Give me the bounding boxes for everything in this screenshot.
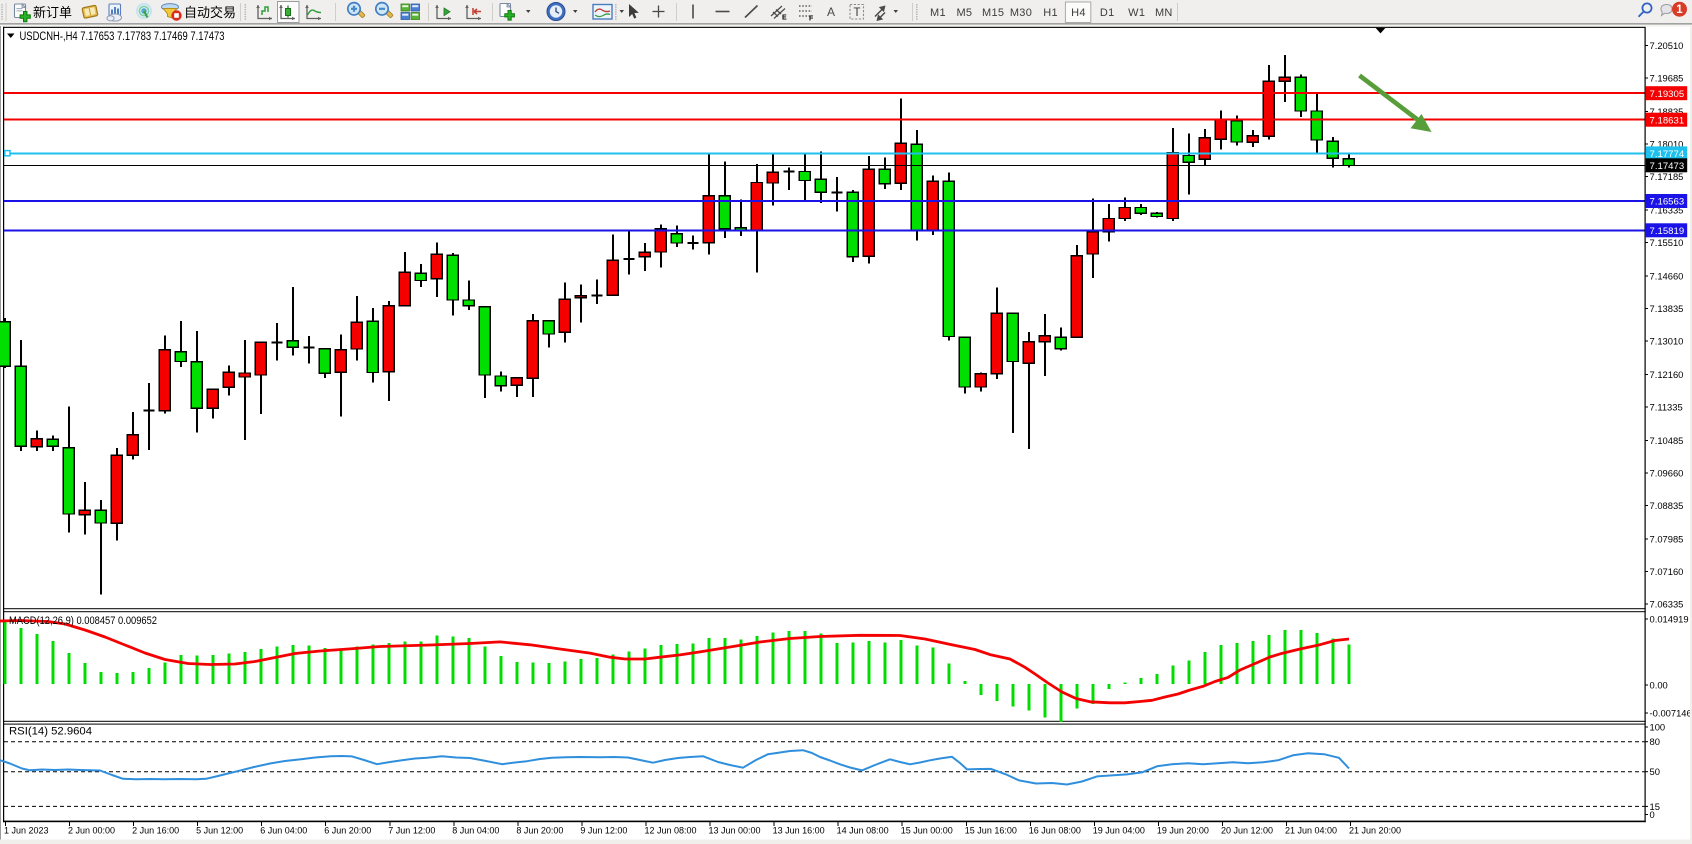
svg-text:7.18835: 7.18835 xyxy=(1650,106,1684,117)
svg-text:1 Jun 2023: 1 Jun 2023 xyxy=(4,826,49,836)
svg-text:13 Jun 16:00: 13 Jun 16:00 xyxy=(773,826,825,836)
svg-text:MACD(12,26,9) 0.008457 0.00965: MACD(12,26,9) 0.008457 0.009652 xyxy=(9,615,157,627)
svg-text:T: T xyxy=(854,7,861,19)
svg-text:7.12160: 7.12160 xyxy=(1650,369,1684,380)
svg-text:7.16335: 7.16335 xyxy=(1650,204,1684,215)
svg-text:50: 50 xyxy=(1650,766,1660,777)
svg-text:7.07985: 7.07985 xyxy=(1650,533,1684,544)
svg-text:自动交易: 自动交易 xyxy=(184,5,236,20)
svg-text:21 Jun 04:00: 21 Jun 04:00 xyxy=(1285,826,1337,836)
svg-text:新订单: 新订单 xyxy=(33,5,72,20)
svg-text:7.06335: 7.06335 xyxy=(1650,598,1684,609)
svg-text:7.17185: 7.17185 xyxy=(1650,171,1684,182)
svg-text:7.16563: 7.16563 xyxy=(1650,197,1685,208)
svg-text:H4: H4 xyxy=(1071,7,1086,19)
svg-text:7.09660: 7.09660 xyxy=(1650,467,1684,478)
svg-text:D1: D1 xyxy=(1100,7,1115,19)
svg-text:7.15510: 7.15510 xyxy=(1650,237,1684,248)
svg-text:80: 80 xyxy=(1650,736,1660,747)
svg-text:15: 15 xyxy=(1650,801,1660,812)
svg-text:15 Jun 00:00: 15 Jun 00:00 xyxy=(901,826,953,836)
svg-text:20 Jun 12:00: 20 Jun 12:00 xyxy=(1221,826,1273,836)
svg-text:7.13010: 7.13010 xyxy=(1650,335,1684,346)
svg-text:RSI(14) 52.9604: RSI(14) 52.9604 xyxy=(9,726,92,738)
svg-text:2 Jun 00:00: 2 Jun 00:00 xyxy=(68,826,115,836)
svg-text:7.10485: 7.10485 xyxy=(1650,435,1684,446)
svg-text:W1: W1 xyxy=(1128,7,1145,19)
svg-text:7.14660: 7.14660 xyxy=(1650,270,1684,281)
svg-text:7.20510: 7.20510 xyxy=(1650,40,1684,51)
svg-text:E: E xyxy=(782,15,787,22)
svg-text:7.19685: 7.19685 xyxy=(1650,72,1684,83)
svg-text:7.19305: 7.19305 xyxy=(1650,89,1685,100)
svg-text:0.014919: 0.014919 xyxy=(1650,613,1689,624)
svg-text:F: F xyxy=(809,16,814,23)
svg-text:5 Jun 12:00: 5 Jun 12:00 xyxy=(196,826,243,836)
svg-text:7.13835: 7.13835 xyxy=(1650,303,1684,314)
svg-text:7.17473: 7.17473 xyxy=(1650,161,1685,172)
svg-text:M1: M1 xyxy=(930,7,946,19)
svg-text:100: 100 xyxy=(1650,721,1666,732)
svg-text:7.18010: 7.18010 xyxy=(1650,138,1684,149)
svg-text:7.07160: 7.07160 xyxy=(1650,566,1684,577)
svg-text:8 Jun 04:00: 8 Jun 04:00 xyxy=(452,826,499,836)
svg-text:-0.007146: -0.007146 xyxy=(1650,707,1692,718)
svg-text:15 Jun 16:00: 15 Jun 16:00 xyxy=(965,826,1017,836)
svg-text:7.17774: 7.17774 xyxy=(1650,149,1685,160)
svg-text:16 Jun 08:00: 16 Jun 08:00 xyxy=(1029,826,1081,836)
svg-text:7.15819: 7.15819 xyxy=(1650,226,1685,237)
svg-text:2 Jun 16:00: 2 Jun 16:00 xyxy=(132,826,179,836)
svg-text:21 Jun 20:00: 21 Jun 20:00 xyxy=(1349,826,1401,836)
svg-text:0: 0 xyxy=(1650,809,1655,820)
svg-text:M30: M30 xyxy=(1010,7,1032,19)
svg-text:MN: MN xyxy=(1155,7,1173,19)
svg-text:19 Jun 20:00: 19 Jun 20:00 xyxy=(1157,826,1209,836)
svg-text:8 Jun 20:00: 8 Jun 20:00 xyxy=(516,826,563,836)
svg-text:12 Jun 08:00: 12 Jun 08:00 xyxy=(645,826,697,836)
svg-text:13 Jun 00:00: 13 Jun 00:00 xyxy=(709,826,761,836)
svg-text:6 Jun 20:00: 6 Jun 20:00 xyxy=(324,826,371,836)
svg-text:7.18631: 7.18631 xyxy=(1650,115,1685,126)
svg-text:0.00: 0.00 xyxy=(1650,679,1668,690)
svg-text:H1: H1 xyxy=(1043,7,1058,19)
svg-text:6 Jun 04:00: 6 Jun 04:00 xyxy=(260,826,307,836)
svg-text:M5: M5 xyxy=(956,7,972,19)
svg-text:7.11335: 7.11335 xyxy=(1650,401,1683,412)
svg-text:7.08835: 7.08835 xyxy=(1650,500,1684,511)
svg-text:USDCNH-,H4 7.17653 7.17783 7.: USDCNH-,H4 7.17653 7.17783 7.17469 7.174… xyxy=(20,31,225,43)
svg-text:7 Jun 12:00: 7 Jun 12:00 xyxy=(388,826,435,836)
svg-text:14 Jun 08:00: 14 Jun 08:00 xyxy=(837,826,889,836)
svg-text:1: 1 xyxy=(1676,4,1683,16)
svg-text:19 Jun 04:00: 19 Jun 04:00 xyxy=(1093,826,1145,836)
svg-text:9 Jun 12:00: 9 Jun 12:00 xyxy=(580,826,627,836)
svg-text:A: A xyxy=(827,5,835,19)
svg-text:M15: M15 xyxy=(982,7,1004,19)
